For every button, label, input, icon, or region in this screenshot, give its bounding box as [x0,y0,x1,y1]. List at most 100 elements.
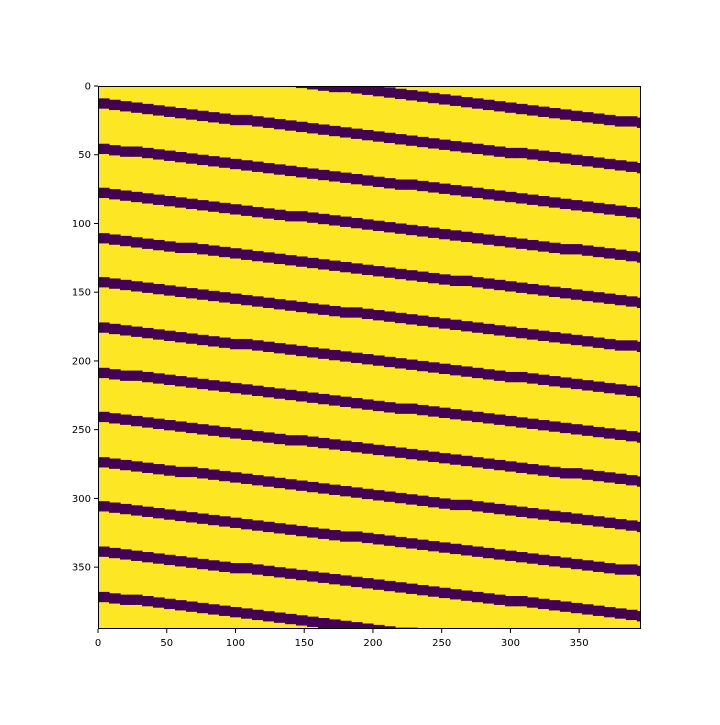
heatmap-stripe-cell-10 [208,67,220,77]
heatmap-stripe-cell-477 [395,493,407,503]
heatmap-stripe-cell-324 [362,354,374,364]
heatmap-stripe-cell-66 [274,119,286,129]
heatmap-stripe-cell-617 [285,614,297,624]
heatmap-stripe-cell-690 [538,689,550,699]
heatmap-stripe-cell-233 [461,276,473,286]
heatmap-stripe-cell-491 [549,511,561,521]
heatmap-stripe-cell-382 [450,409,462,419]
heatmap-stripe-cell-197 [615,250,627,260]
heatmap-stripe-cell-405 [153,419,165,429]
heatmap-stripe-cell-458 [186,467,198,477]
heatmap-stripe-cell-628 [406,628,418,638]
heatmap-stripe-cell-372 [340,397,352,407]
heatmap-stripe-cell-225 [373,266,385,276]
heatmap-stripe-cell-428 [406,449,418,459]
heatmap-stripe-cell-558 [186,558,198,568]
heatmap-stripe-cell-3 [131,57,143,67]
heatmap-stripe-cell-239 [527,284,539,294]
heatmap-stripe-cell-649 [637,656,649,666]
heatmap-stripe-cell-223 [351,263,363,273]
heatmap-stripe-cell-564 [252,564,264,574]
heatmap-stripe-cell-119 [307,168,319,178]
heatmap-stripe-cell-15 [263,74,275,84]
heatmap-stripe-cell-699 [637,700,649,710]
heatmap-stripe-cell-93 [571,155,583,165]
heatmap-stripe-cell-674 [362,667,374,677]
heatmap-stripe-cell-177 [395,223,407,233]
heatmap-stripe-cell-163 [241,206,253,216]
heatmap-stripe-cell-383 [461,410,473,420]
heatmap-stripe-cell-459 [197,468,209,478]
heatmap-stripe-cell-672 [340,665,352,675]
heatmap-stripe-cell-423 [351,442,363,452]
heatmap-stripe-cell-314 [252,340,264,350]
heatmap-stripe-cell-222 [340,262,352,272]
heatmap-stripe-cell-578 [406,584,418,594]
heatmap-stripe-cell-565 [263,566,275,576]
heatmap-stripe-cell-319 [307,347,319,357]
heatmap-stripe-cell-21 [329,82,341,92]
heatmap-stripe-cell-272 [340,307,352,317]
heatmap-stripe-cell-493 [571,514,583,524]
heatmap-stripe-cell-37 [505,102,517,112]
heatmap-stripe-cell-657 [175,645,187,655]
heatmap-stripe-cell-653 [131,640,143,650]
heatmap-stripe-cell-311 [219,338,231,348]
heatmap-stripe-cell-635 [483,637,495,647]
heatmap-stripe-cell-69 [307,123,319,133]
heatmap-stripe-cell-715 [263,700,275,710]
heatmap-stripe-cell-26 [384,87,396,97]
heatmap-stripe-cell-5 [153,60,165,70]
heatmap-stripe-cell-84 [472,144,484,154]
heatmap-stripe-cell-406 [164,420,176,430]
heatmap-stripe-cell-385 [483,413,495,423]
heatmap-stripe-cell-698 [626,699,638,709]
heatmap-stripe-cell-540 [538,555,550,565]
heatmap-stripe-cell-485 [483,503,495,513]
heatmap-stripe-cell-645 [593,651,605,661]
heatmap-stripe-cell-437 [505,461,517,471]
heatmap-stripe-cell-556 [164,555,176,565]
heatmap-stripe-cell-687 [505,685,517,695]
heatmap-stripe-cell-151 [109,189,121,199]
heatmap-stripe-cell-446 [604,472,616,482]
heatmap-stripe-cell-342 [560,377,572,387]
heatmap-stripe-cell-401 [109,413,121,423]
heatmap-stripe-cell-720 [318,707,330,717]
heatmap-stripe-cell-123 [351,174,363,184]
heatmap-stripe-cell-174 [362,219,374,229]
heatmap-stripe-cell-703 [131,685,143,695]
heatmap-stripe-cell-386 [494,415,506,425]
heatmap-stripe-cell-548 [626,564,638,574]
heatmap-stripe-cell-154 [142,193,154,203]
heatmap-stripe-cell-445 [593,471,605,481]
heatmap-stripe-cell-12 [230,70,242,80]
heatmap-stripe-cell-193 [571,244,583,254]
heatmap-stripe-cell-641 [549,645,561,655]
heatmap-stripe-cell-318 [296,346,308,356]
heatmap-stripe-cell-538 [516,552,528,562]
heatmap-stripe-cell-90 [538,151,550,161]
heatmap-stripe-cell-316 [274,343,286,353]
heatmap-stripe-cell-432 [450,454,462,464]
heatmap-stripe-cell-135 [483,189,495,199]
heatmap-stripe-cell-303 [131,327,143,337]
heatmap-stripe-cell-301 [109,324,121,334]
heatmap-stripe-cell-542 [560,558,572,568]
heatmap-stripe-cell-498 [626,520,638,530]
heatmap-stripe-cell-639 [527,643,539,653]
heatmap-stripe-cell-22 [340,82,352,92]
heatmap-stripe-cell-454 [142,463,154,473]
heatmap-stripe-cell-669 [307,661,319,671]
heatmap-stripe-cell-679 [417,674,429,684]
heatmap-stripe-cell-539 [527,553,539,563]
heatmap-stripe-cell-436 [494,460,506,470]
heatmap-stripe-cell-313 [241,339,253,349]
heatmap-stripe-cell-363 [241,384,253,394]
heatmap-stripe-cell-343 [571,379,583,389]
heatmap-stripe-cell-170 [318,214,330,224]
heatmap-stripe-cell-284 [472,322,484,332]
heatmap-stripe-cell-100 [98,144,110,154]
heatmap-stripe-cell-552 [120,549,132,559]
heatmap-stripe-cell-164 [252,207,264,217]
